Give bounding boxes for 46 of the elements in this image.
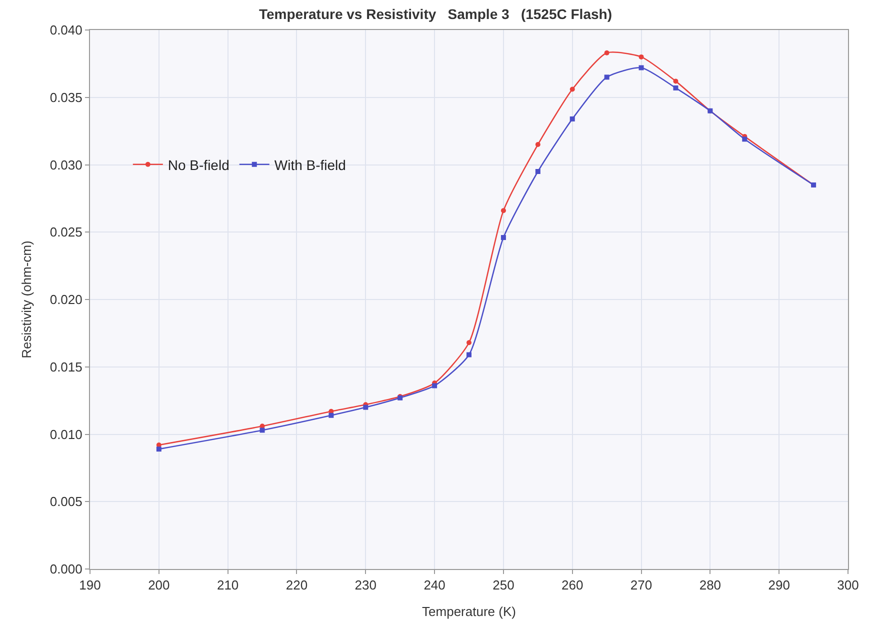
- x-tick-label: 190: [79, 578, 101, 593]
- point: [466, 340, 472, 346]
- point: [500, 208, 506, 214]
- point: [604, 74, 610, 80]
- y-tick-label: 0.015: [50, 359, 82, 374]
- point: [156, 446, 162, 452]
- x-tick-label: 300: [837, 578, 859, 593]
- point: [466, 352, 472, 358]
- x-tick-label: 250: [492, 578, 514, 593]
- point: [363, 404, 368, 410]
- legend-label: No B-field: [168, 156, 230, 173]
- y-tick-label: 0.020: [50, 292, 82, 308]
- point: [535, 142, 540, 148]
- point: [638, 54, 644, 60]
- point: [432, 383, 438, 388]
- point: [500, 235, 506, 240]
- y-axis-title: Resistivity (ohm-cm): [18, 240, 34, 358]
- x-tick-label: 200: [148, 578, 170, 593]
- chart-title: Temperature vs Resistivity Sample 3 (1525C Flash): [258, 6, 612, 22]
- point: [673, 85, 678, 90]
- x-tick-label: 220: [286, 578, 308, 593]
- point: [535, 168, 540, 174]
- point: [742, 136, 748, 142]
- y-tick-label: 0.040: [50, 22, 82, 38]
- point: [260, 428, 265, 433]
- y-tick-label: 0.035: [50, 90, 82, 105]
- x-tick-label: 280: [699, 578, 722, 593]
- x-tick-label: 240: [424, 578, 446, 593]
- x-tick-label: 210: [216, 578, 239, 593]
- x-axis-title: Temperature (K): [422, 604, 516, 620]
- x-tick-label: 270: [630, 578, 652, 593]
- point: [638, 65, 644, 70]
- x-tick-label: 260: [562, 578, 584, 593]
- y-tick-label: 0.030: [50, 157, 82, 172]
- y-tick-label: 0.025: [50, 224, 82, 240]
- x-tick-label: 230: [354, 578, 376, 593]
- point: [328, 412, 334, 418]
- point: [570, 116, 575, 122]
- y-tick-label: 0.000: [50, 562, 82, 577]
- point: [570, 86, 575, 92]
- legend-label: With B-field: [274, 156, 346, 173]
- y-tick-label: 0.010: [50, 426, 82, 442]
- y-tick-label: 0.005: [50, 494, 82, 510]
- point: [673, 78, 678, 84]
- x-tick-label: 290: [768, 578, 790, 593]
- point: [604, 50, 610, 56]
